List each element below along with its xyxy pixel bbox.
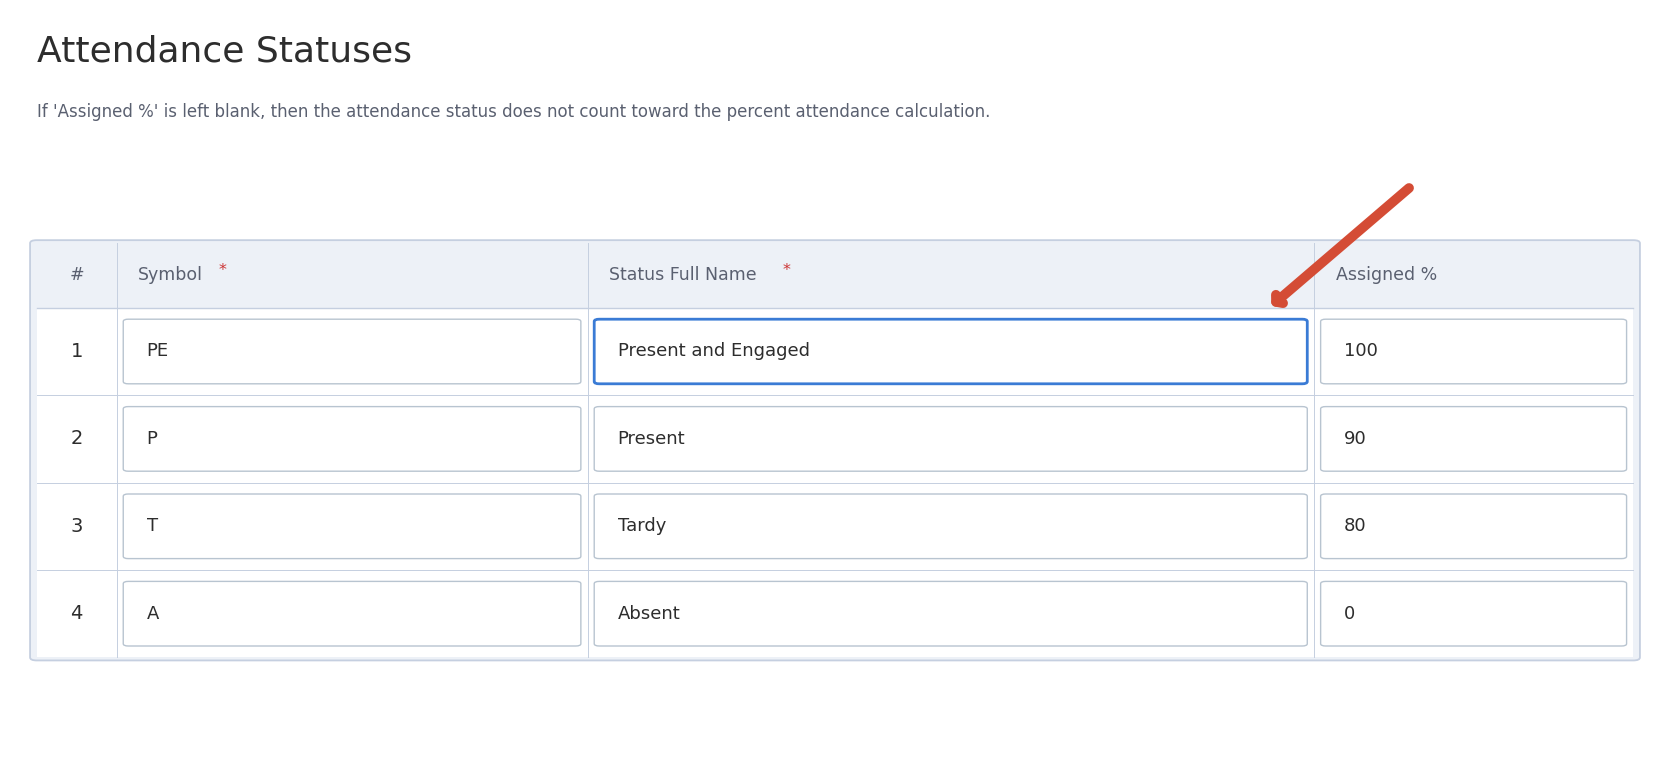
FancyBboxPatch shape	[595, 407, 1308, 471]
Text: 100: 100	[1344, 343, 1378, 360]
Text: Present and Engaged: Present and Engaged	[618, 343, 810, 360]
FancyBboxPatch shape	[1321, 319, 1627, 384]
Text: 0: 0	[1344, 605, 1356, 622]
Text: Tardy: Tardy	[618, 518, 666, 535]
Text: 90: 90	[1344, 430, 1366, 448]
FancyBboxPatch shape	[124, 319, 581, 384]
Text: 2: 2	[70, 429, 84, 448]
FancyBboxPatch shape	[124, 581, 581, 646]
Text: Assigned %: Assigned %	[1336, 267, 1436, 284]
Text: T: T	[147, 518, 157, 535]
Text: 1: 1	[70, 342, 84, 361]
Text: P: P	[147, 430, 157, 448]
Text: *: *	[219, 264, 227, 278]
Text: #: #	[70, 267, 84, 284]
FancyBboxPatch shape	[595, 581, 1308, 646]
FancyBboxPatch shape	[124, 407, 581, 471]
Text: Attendance Statuses: Attendance Statuses	[37, 34, 412, 68]
Text: Absent: Absent	[618, 605, 680, 622]
Text: 3: 3	[70, 517, 84, 536]
Text: Symbol: Symbol	[139, 267, 204, 284]
Bar	[37, 308, 1633, 657]
Text: *: *	[783, 264, 792, 278]
FancyBboxPatch shape	[1321, 581, 1627, 646]
Text: A: A	[147, 605, 159, 622]
FancyBboxPatch shape	[595, 319, 1308, 384]
Text: If 'Assigned %' is left blank, then the attendance status does not count toward : If 'Assigned %' is left blank, then the …	[37, 103, 990, 121]
Text: Present: Present	[618, 430, 685, 448]
FancyBboxPatch shape	[1321, 494, 1627, 559]
Text: 80: 80	[1344, 518, 1366, 535]
FancyBboxPatch shape	[1321, 407, 1627, 471]
FancyBboxPatch shape	[595, 494, 1308, 559]
Text: Status Full Name: Status Full Name	[610, 267, 757, 284]
Text: PE: PE	[147, 343, 169, 360]
FancyBboxPatch shape	[30, 240, 1640, 660]
FancyBboxPatch shape	[124, 494, 581, 559]
Text: 4: 4	[70, 604, 84, 623]
